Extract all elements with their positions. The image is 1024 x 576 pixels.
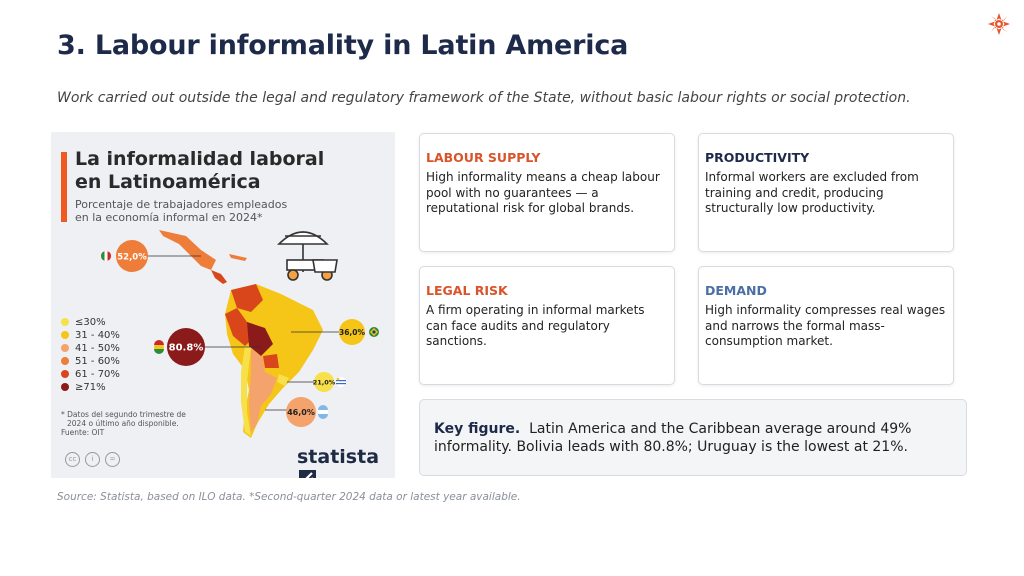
bolivia-flag-icon xyxy=(154,340,164,354)
card-demand: DEMAND High informality compresses real … xyxy=(698,266,954,385)
infographic-title: La informalidad laboral en Latinoamérica xyxy=(75,148,375,194)
legend-item: ≥71% xyxy=(61,381,106,394)
legend-label: ≤30% xyxy=(75,317,106,328)
informality-infographic: 52,0% 80.8% 36,0% 21,0% 46,0% La informa… xyxy=(51,132,395,478)
mexico-flag-icon xyxy=(100,251,112,261)
page-subtitle: Work carried out outside the legal and r… xyxy=(57,90,911,106)
card-text: High informality means a cheap labour po… xyxy=(426,170,660,215)
latin-america-map: 52,0% 80.8% 36,0% 21,0% 46,0% xyxy=(100,230,379,438)
legend-item: 51 - 60% xyxy=(61,355,120,368)
infographic-subtitle-line1: Porcentaje de trabajadores empleados xyxy=(75,198,288,211)
legend-label: 41 - 50% xyxy=(75,343,120,354)
statista-logo: statista xyxy=(297,446,395,478)
card-text: High informality compresses real wages a… xyxy=(705,303,946,348)
legend-swatch xyxy=(61,370,69,378)
argentina-callout xyxy=(286,397,316,427)
legend-label: 51 - 60% xyxy=(75,356,120,367)
card-title: DEMAND xyxy=(705,283,767,298)
infographic-title-line1: La informalidad laboral xyxy=(75,148,325,170)
uruguay-callout xyxy=(314,372,334,392)
key-figure-label: Key figure. xyxy=(434,421,521,437)
mexico-callout xyxy=(116,240,148,272)
footnote-source: Fuente: OIT xyxy=(61,428,105,437)
card-labour-supply: LABOUR SUPPLY High informality means a c… xyxy=(419,133,675,252)
argentina-flag-icon xyxy=(318,405,328,419)
brazil-value: 36,0% xyxy=(339,328,366,337)
footnote-line2: 2024 o último año disponible. xyxy=(67,419,179,428)
bolivia-callout xyxy=(167,328,205,366)
brazil-flag-icon xyxy=(369,327,379,337)
brazil-callout xyxy=(339,319,365,345)
card-legal-risk: LEGAL RISK A firm operating in informal … xyxy=(419,266,675,385)
creative-commons-icon[interactable]: cc xyxy=(65,452,80,467)
card-text: Informal workers are excluded from train… xyxy=(705,170,919,215)
legend-swatch xyxy=(61,344,69,352)
legend-swatch xyxy=(61,318,69,326)
card-productivity: PRODUCTIVITY Informal workers are exclud… xyxy=(698,133,954,252)
brand-flower-icon xyxy=(988,13,1010,35)
bolivia-value: 80.8% xyxy=(169,343,204,354)
infographic-subtitle: Porcentaje de trabajadores empleados en … xyxy=(75,198,335,224)
card-text: A firm operating in informal markets can… xyxy=(426,303,645,348)
infographic-accent-bar xyxy=(61,152,67,222)
infographic-title-line2: en Latinoamérica xyxy=(75,171,261,193)
infographic-subtitle-line2: en la economía informal en 2024* xyxy=(75,211,263,224)
mexico-value: 52,0% xyxy=(117,253,147,263)
legend-item: 61 - 70% xyxy=(61,368,120,381)
legend-label: 61 - 70% xyxy=(75,369,120,380)
card-title: PRODUCTIVITY xyxy=(705,150,810,165)
argentina-value: 46,0% xyxy=(287,408,315,417)
legend-label: 31 - 40% xyxy=(75,330,120,341)
key-figure-box: Key figure. Latin America and the Caribb… xyxy=(419,399,967,476)
page-title: 3. Labour informality in Latin America xyxy=(57,30,629,61)
legend-swatch xyxy=(61,357,69,365)
no-derivatives-icon[interactable]: = xyxy=(105,452,120,467)
card-title: LEGAL RISK xyxy=(426,283,508,298)
card-title: LABOUR SUPPLY xyxy=(426,150,541,165)
statista-mark-icon xyxy=(299,470,316,478)
legend-item: 41 - 50% xyxy=(61,342,120,355)
infographic-footnote: * Datos del segundo trimestre de 2024 o … xyxy=(61,410,201,437)
key-figure-text: Latin America and the Caribbean average … xyxy=(434,421,912,455)
legend-item: ≤30% xyxy=(61,316,106,329)
uruguay-flag-icon xyxy=(336,377,346,387)
legend-item: 31 - 40% xyxy=(61,329,120,342)
street-vendor-cart-icon xyxy=(277,231,338,281)
statista-logo-text: statista xyxy=(297,446,380,468)
attribution-icon[interactable]: i xyxy=(85,452,100,467)
footnote-line1: * Datos del segundo trimestre de xyxy=(61,410,186,419)
legend-label: ≥71% xyxy=(75,382,106,393)
uruguay-value: 21,0% xyxy=(313,379,336,387)
legend-swatch xyxy=(61,331,69,339)
source-note: Source: Statista, based on ILO data. *Se… xyxy=(57,491,521,503)
legend-swatch xyxy=(61,383,69,391)
